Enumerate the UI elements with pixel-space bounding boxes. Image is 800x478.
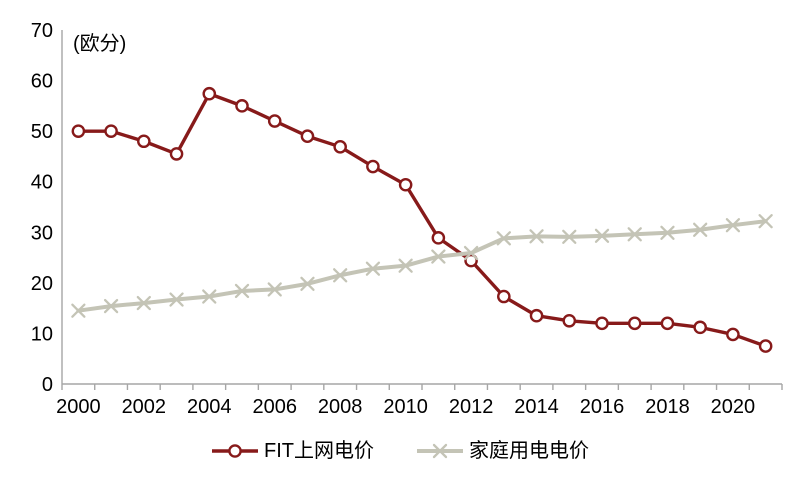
legend-label-household: 家庭用电电价 (469, 440, 589, 462)
data-point-x-marker (71, 303, 86, 318)
y-tick-label: 40 (31, 172, 53, 194)
unit-label: (欧分) (73, 32, 126, 55)
data-point-circle-marker (104, 124, 118, 138)
x-tick-label: 2006 (252, 396, 297, 418)
data-point-circle-marker (627, 316, 642, 331)
data-point-circle-marker (137, 134, 151, 149)
data-point-x-marker (529, 229, 544, 244)
x-tick-label: 2012 (449, 396, 494, 418)
data-point-circle-marker (267, 114, 282, 128)
y-tick-label: 60 (31, 71, 53, 93)
x-tick-label: 2018 (645, 396, 690, 418)
data-point-circle-marker (693, 320, 707, 335)
data-point-circle-marker (660, 316, 675, 331)
data-point-circle-marker (333, 140, 347, 154)
data-point-circle-marker (398, 177, 413, 192)
data-point-x-marker (463, 245, 479, 261)
data-point-x-marker (496, 231, 511, 246)
y-tick-label: 70 (31, 20, 53, 42)
data-point-x-marker (594, 228, 610, 243)
y-tick-label: 0 (42, 374, 53, 396)
data-point-x-marker (398, 258, 413, 273)
x-tick-label: 2010 (383, 396, 428, 418)
data-point-circle-marker (726, 327, 740, 342)
x-tick-label: 2000 (56, 396, 101, 418)
data-point-x-marker (431, 249, 446, 264)
data-point-circle-marker (71, 124, 86, 138)
data-point-x-marker (693, 222, 708, 237)
y-tick-label: 10 (31, 323, 53, 345)
legend: FIT上网电价 家庭用电电价 (0, 441, 800, 461)
legend-label-fit: FIT上网电价 (264, 440, 374, 462)
series-line-1 (76, 219, 768, 313)
series-line-0 (76, 92, 768, 348)
data-point-x-marker (202, 289, 217, 304)
y-tick-label: 50 (31, 121, 53, 143)
x-tick-label: 2002 (122, 396, 167, 418)
data-point-circle-marker (595, 316, 609, 331)
data-point-circle-marker (497, 289, 511, 304)
data-point-circle-marker (228, 444, 242, 458)
data-point-circle-marker (758, 339, 773, 353)
data-point-x-marker (758, 214, 773, 229)
fit-line-marker-icon (212, 444, 258, 458)
legend-item-household: 家庭用电电价 (416, 441, 589, 461)
data-point-circle-marker (169, 147, 184, 161)
data-point-x-marker (169, 292, 184, 307)
data-point-circle-marker (431, 231, 446, 245)
x-tick-label: 2016 (580, 396, 625, 418)
data-point-circle-marker (202, 86, 217, 101)
data-point-x-marker (333, 268, 348, 283)
data-point-circle-marker (366, 159, 380, 174)
data-point-circle-marker (300, 129, 315, 143)
data-point-x-marker (627, 227, 642, 242)
x-tick-label: 2014 (514, 396, 559, 418)
data-point-circle-marker (529, 308, 544, 323)
data-point-x-marker (725, 218, 741, 233)
data-point-x-marker (432, 443, 448, 459)
data-point-x-marker (300, 276, 315, 292)
data-point-x-marker (660, 225, 675, 240)
data-point-circle-marker (464, 253, 478, 268)
y-tick-label: 20 (31, 273, 53, 295)
data-point-x-marker (267, 282, 282, 297)
data-point-x-marker (136, 295, 151, 311)
y-tick-label: 30 (31, 222, 53, 244)
data-point-x-marker (103, 298, 119, 314)
data-point-circle-marker (562, 313, 577, 328)
x-tick-label: 2004 (187, 396, 232, 418)
household-line-marker-icon (417, 443, 463, 459)
data-point-x-marker (234, 283, 250, 299)
data-point-x-marker (562, 229, 577, 244)
data-point-x-marker (365, 261, 381, 276)
legend-item-fit: FIT上网电价 (211, 441, 374, 461)
x-tick-label: 2008 (318, 396, 363, 418)
data-point-circle-marker (235, 99, 249, 113)
x-tick-label: 2020 (711, 396, 756, 418)
